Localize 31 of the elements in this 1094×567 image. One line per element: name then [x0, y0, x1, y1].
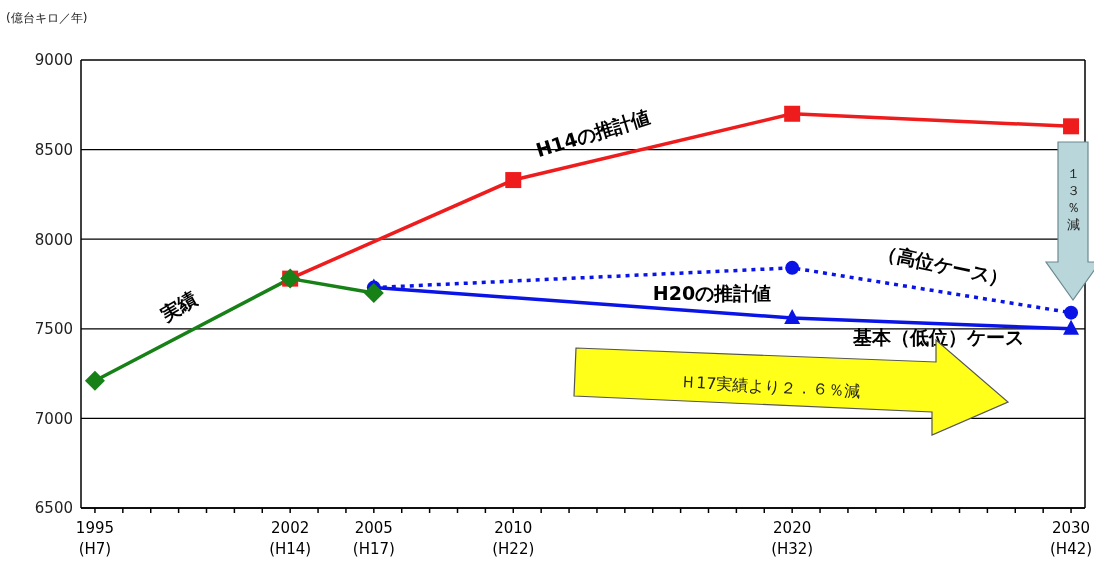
point: [84, 370, 105, 391]
point: [1063, 118, 1080, 135]
y-tick-label: 8500: [34, 140, 73, 159]
annotation: H20の推計値: [652, 282, 772, 304]
annotation: Ｈ17実績より２．６％減: [679, 372, 861, 401]
point: [363, 282, 384, 303]
y-tick-label: 8000: [34, 230, 73, 249]
point: [1064, 305, 1079, 320]
x-tick-label: 1995: [75, 519, 115, 537]
point: [505, 172, 522, 189]
y-tick-label: 7000: [34, 409, 73, 428]
text: 実績: [155, 286, 201, 326]
point: [785, 260, 800, 275]
y-tick-label: 6500: [34, 499, 73, 518]
text: (H17): [352, 540, 395, 558]
text: (H7): [78, 540, 112, 558]
x-tick-label: 2005: [354, 519, 393, 537]
x-tick-label: 2020: [773, 519, 812, 537]
point: [784, 105, 801, 122]
text: (H14): [269, 540, 312, 558]
text: (H22): [492, 540, 535, 558]
y-tick-label: 9000: [34, 51, 73, 70]
text: (H32): [771, 540, 814, 558]
y-axis-title: (億台キロ／年): [6, 11, 88, 25]
x-tick-label: 2030: [1051, 519, 1091, 537]
text: （高位ケース）: [876, 240, 1011, 290]
annotation: １３％減: [1066, 166, 1080, 232]
x-tick-label: 2002: [271, 519, 310, 537]
text: (H42): [1050, 540, 1093, 558]
x-tick-label: 2010: [494, 519, 533, 537]
y-tick-label: 7500: [34, 320, 73, 339]
